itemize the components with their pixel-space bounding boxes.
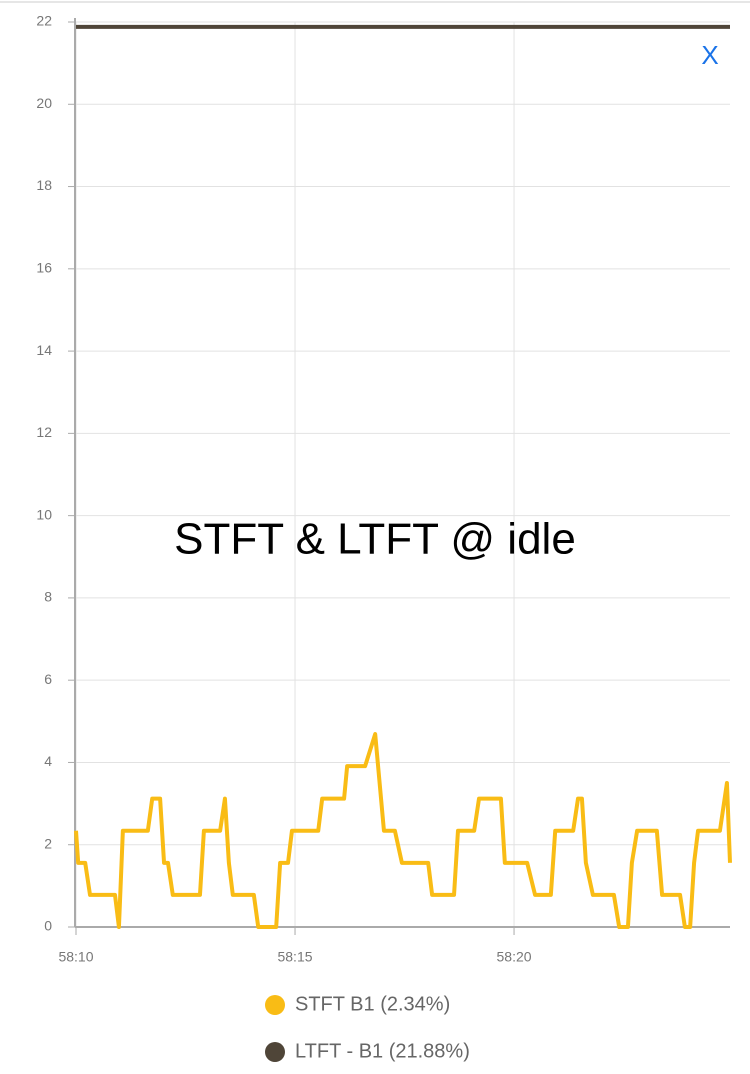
- y-tick-label: 6: [44, 671, 52, 687]
- x-tick-label: 58:10: [58, 949, 93, 965]
- legend-label: LTFT - B1 (21.88%): [295, 1040, 470, 1062]
- y-tick-label: 12: [36, 424, 52, 440]
- y-tick-label: 0: [44, 918, 52, 934]
- y-tick-label: 16: [36, 260, 52, 276]
- y-tick-label: 10: [36, 506, 52, 522]
- y-tick-label: 22: [36, 13, 52, 29]
- x-tick-label: 58:15: [277, 949, 312, 965]
- x-tick-label: 58:20: [497, 949, 532, 965]
- legend-marker: [265, 995, 285, 1015]
- y-tick-label: 8: [44, 589, 52, 605]
- chart-title: STFT & LTFT @ idle: [174, 515, 576, 564]
- y-tick-label: 4: [44, 753, 52, 769]
- close-button[interactable]: X: [701, 40, 718, 70]
- y-tick-label: 2: [44, 835, 52, 851]
- legend-label: STFT B1 (2.34%): [295, 993, 450, 1015]
- y-tick-label: 18: [36, 177, 52, 193]
- series-line: [74, 732, 732, 929]
- legend-marker: [265, 1042, 285, 1062]
- y-tick-label: 20: [36, 95, 52, 111]
- y-tick-label: 14: [36, 342, 52, 358]
